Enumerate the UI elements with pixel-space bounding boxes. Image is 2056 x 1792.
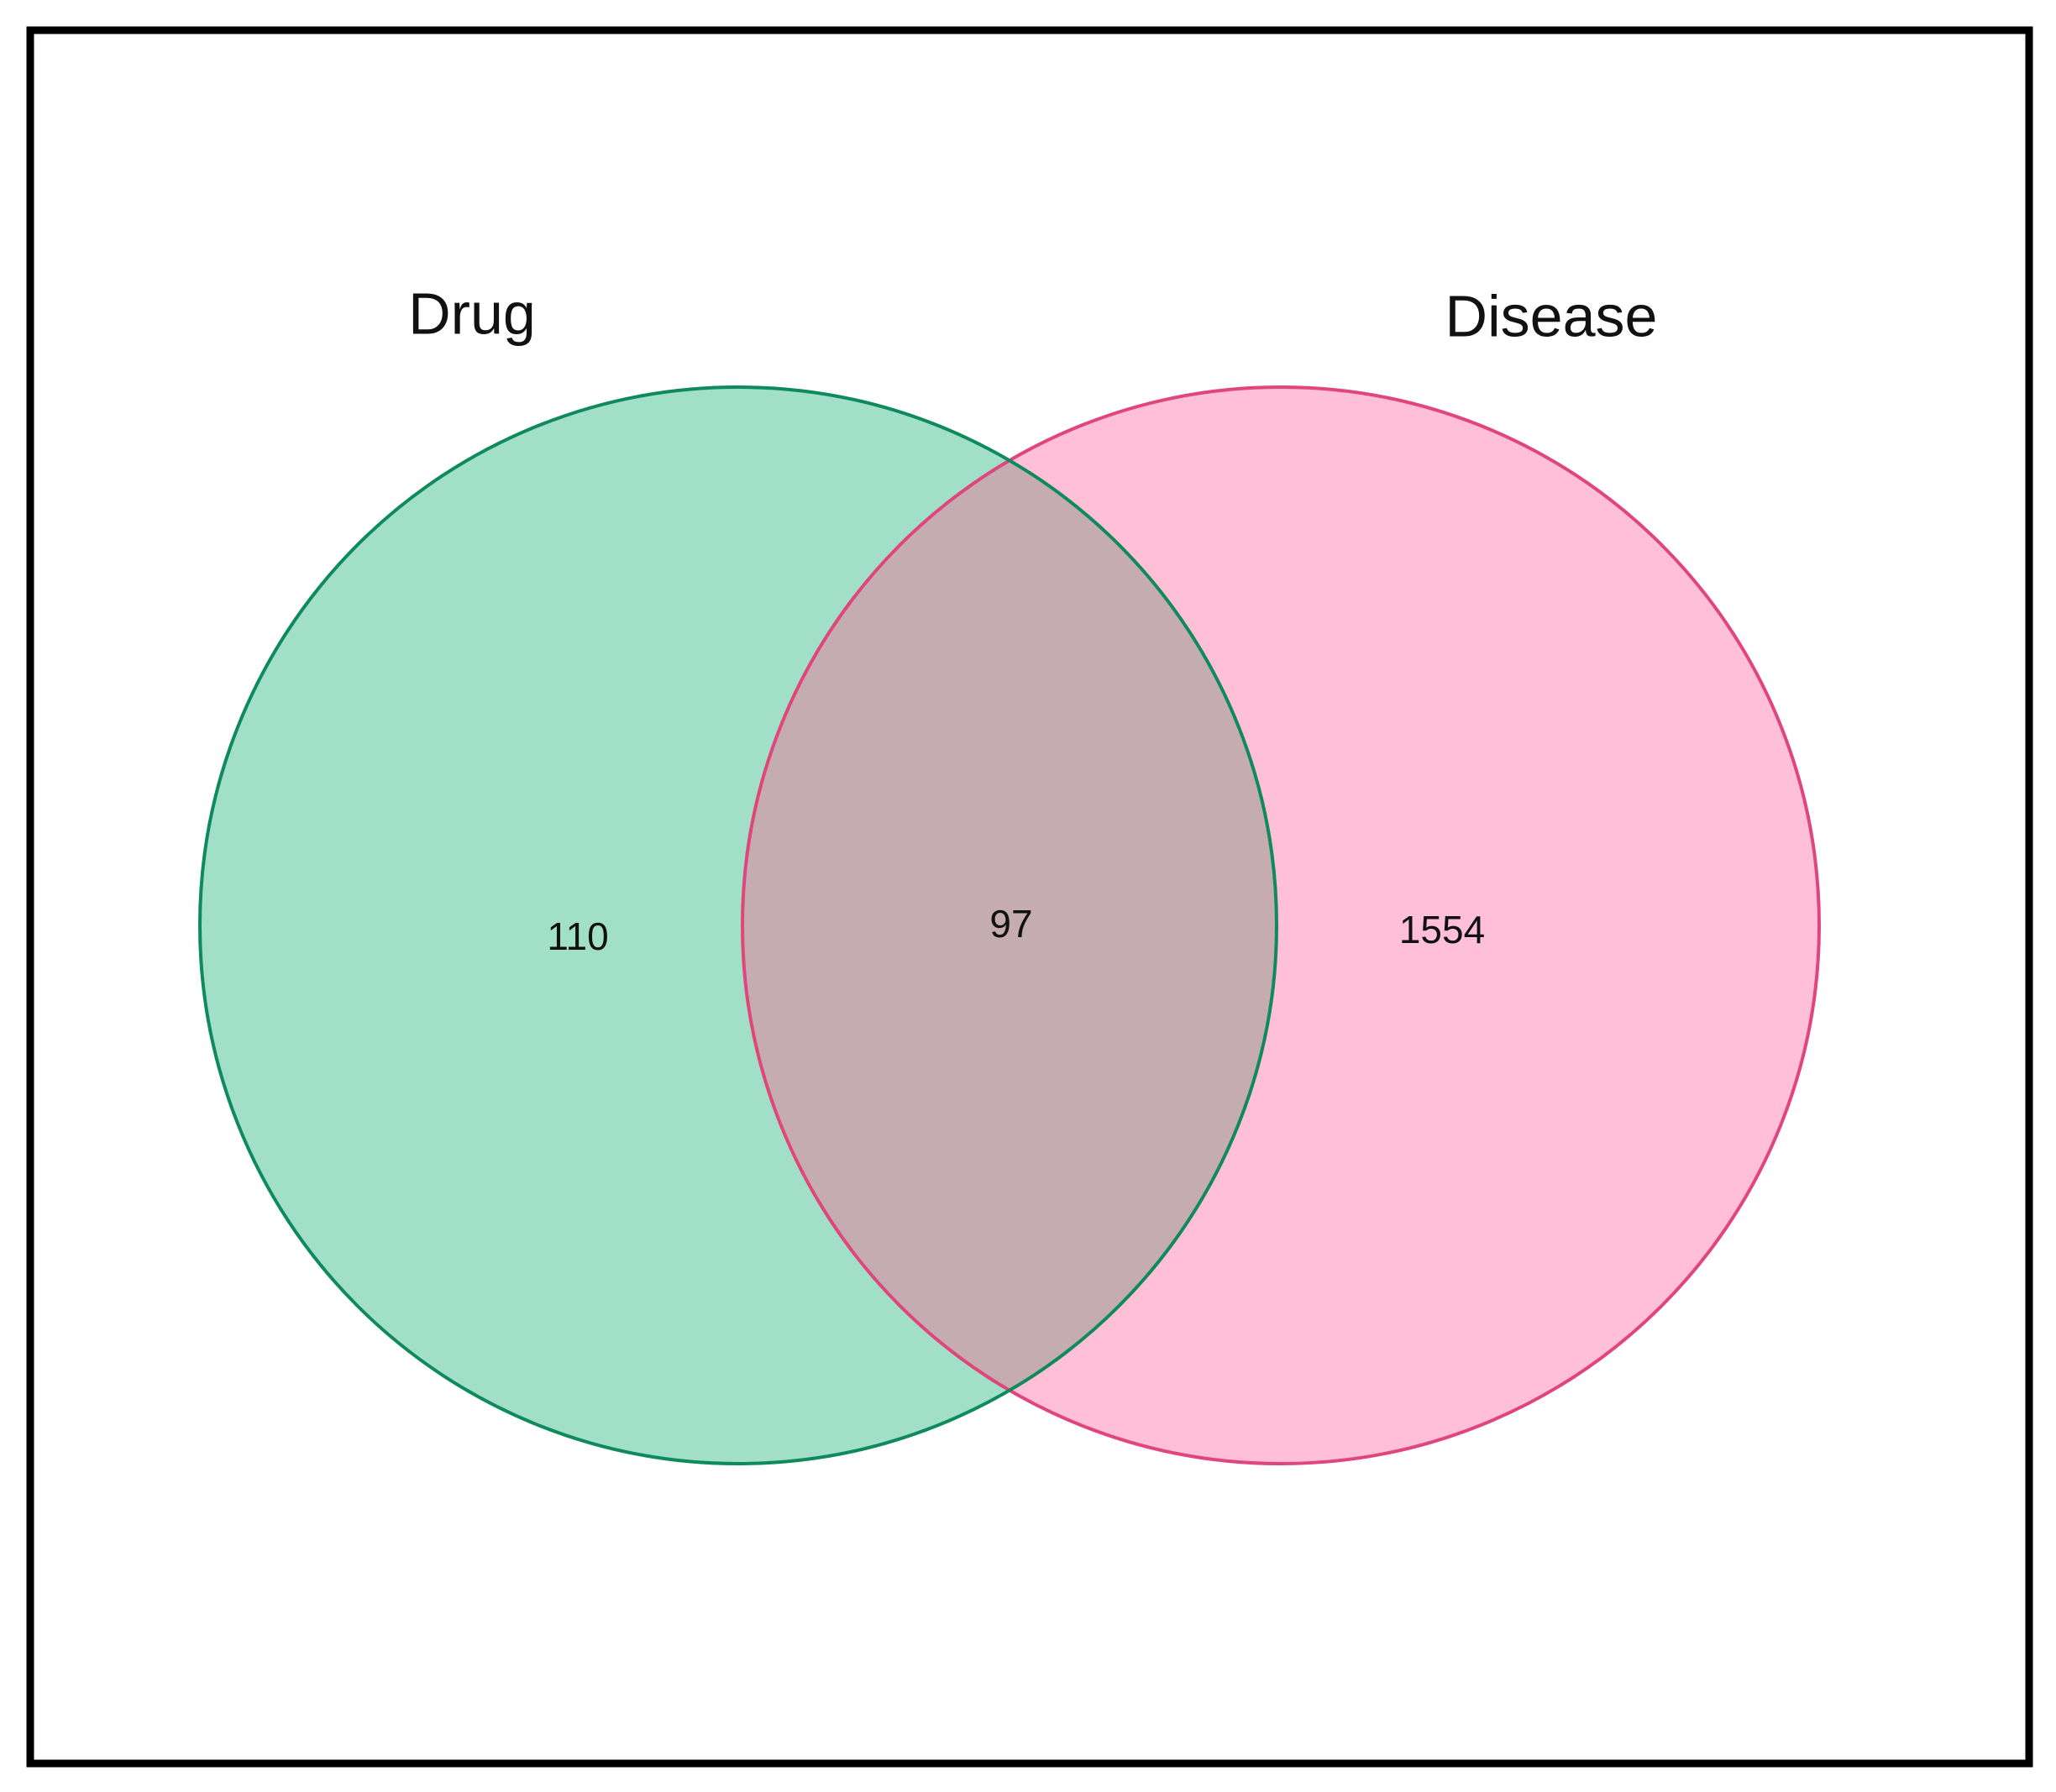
set-outline [741,385,1821,1465]
set-outline [198,385,1278,1465]
overlap-region [742,460,1277,1391]
region-count: 110 [547,914,608,958]
set-label: Disease [1445,283,1658,348]
overlap-count: 97 [989,902,1032,946]
set-label: Drug [408,280,536,346]
region-count: 1554 [1399,908,1485,951]
